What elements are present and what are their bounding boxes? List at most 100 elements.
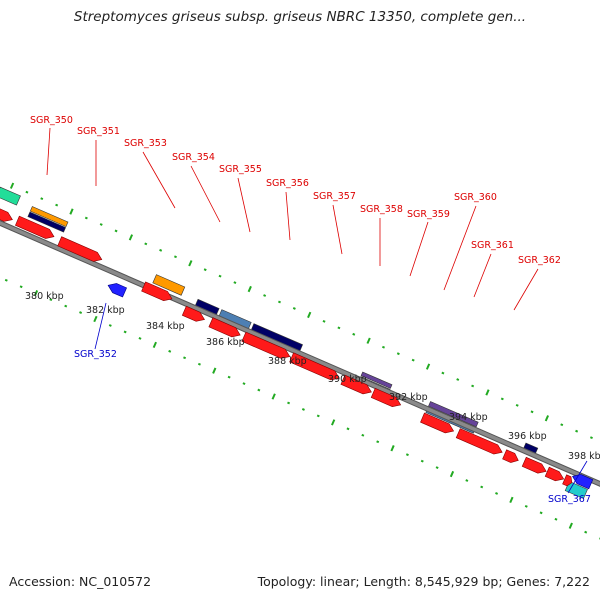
gene-label: SGR_367 bbox=[548, 494, 591, 505]
inner-tick-minor bbox=[19, 285, 23, 289]
feature-track bbox=[0, 186, 588, 499]
callout-leader bbox=[190, 165, 221, 223]
callout-leader bbox=[46, 127, 51, 176]
outer-tick-minor bbox=[55, 203, 59, 207]
inner-tick-major bbox=[212, 367, 217, 374]
callout-leader bbox=[567, 460, 588, 494]
outer-tick-minor bbox=[40, 197, 44, 201]
callout-leader bbox=[473, 253, 492, 298]
outer-tick-minor bbox=[263, 294, 267, 297]
forward-gene-arrow bbox=[57, 236, 103, 262]
scale-label: 398 kbp bbox=[568, 451, 600, 462]
outer-tick-minor bbox=[84, 216, 88, 220]
outer-tick-minor bbox=[277, 300, 281, 304]
gene-label: SGR_357 bbox=[313, 191, 356, 202]
inner-tick-minor bbox=[495, 492, 499, 495]
outer-tick-minor bbox=[456, 378, 460, 381]
map-title: Streptomyces griseus subsp. griseus NBRC… bbox=[73, 9, 527, 25]
scale-label: 396 kbp bbox=[508, 431, 547, 442]
inner-tick-minor bbox=[301, 408, 305, 411]
outer-tick-minor bbox=[203, 268, 207, 272]
callout-leader bbox=[409, 221, 429, 277]
forward-gene-arrow bbox=[0, 208, 13, 222]
outer-tick-major bbox=[247, 285, 252, 293]
inner-tick-minor bbox=[420, 459, 424, 463]
forward-gene-arrow bbox=[181, 305, 205, 322]
reverse-gene-arrow bbox=[107, 283, 127, 298]
inner-tick-major bbox=[152, 341, 157, 349]
backbone-line bbox=[0, 221, 600, 486]
inner-tick-minor bbox=[227, 375, 231, 379]
callout-leader bbox=[94, 302, 107, 350]
scale-label: 394 kbp bbox=[449, 412, 488, 423]
inner-tick-minor bbox=[168, 349, 172, 353]
outer-tick-minor bbox=[233, 281, 237, 285]
forward-gene-arrow bbox=[420, 412, 455, 434]
forward-gene-arrow bbox=[208, 317, 241, 338]
scale-label: 384 kbp bbox=[146, 321, 185, 332]
outer-tick-major bbox=[307, 311, 312, 319]
forward-gene-arrow bbox=[289, 352, 340, 381]
scale-label: 388 kbp bbox=[268, 356, 307, 367]
outer-tick-minor bbox=[292, 307, 296, 310]
forward-gene-track bbox=[0, 208, 573, 487]
inner-tick-minor bbox=[405, 453, 409, 457]
gene-callouts: SGR_350 SGR_351 SGR_353 SGR_354 SGR_355 SGR_3… bbox=[30, 115, 591, 505]
inner-tick-major bbox=[93, 315, 98, 323]
forward-gene-arrow bbox=[141, 281, 173, 302]
outer-tick-minor bbox=[173, 255, 177, 259]
topology-summary: Topology: linear; Length: 8,545,929 bp; … bbox=[257, 574, 590, 589]
gene-label: SGR_350 bbox=[30, 115, 73, 126]
outer-tick-minor bbox=[515, 403, 519, 407]
outer-tick-minor bbox=[337, 326, 341, 330]
inner-tick-minor bbox=[524, 504, 528, 508]
forward-gene-arrow bbox=[502, 449, 519, 463]
inner-tick-minor bbox=[480, 485, 484, 489]
inner-tick-minor bbox=[376, 440, 380, 444]
inner-tick-major bbox=[271, 393, 276, 400]
gene-label: SGR_359 bbox=[407, 209, 450, 220]
outer-tick-minor bbox=[530, 410, 534, 414]
outer-tick-minor bbox=[159, 248, 163, 252]
outer-tick-minor bbox=[381, 345, 385, 349]
inner-tick-minor bbox=[465, 479, 469, 482]
feature-box bbox=[360, 371, 393, 389]
gene-label: SGR_358 bbox=[360, 204, 403, 215]
gene-label: SGR_356 bbox=[266, 178, 309, 189]
inner-tick-minor bbox=[49, 298, 53, 302]
feature-box bbox=[0, 186, 21, 206]
inner-tick-major bbox=[509, 496, 514, 504]
callout-leader bbox=[285, 191, 291, 241]
inner-tick-minor bbox=[257, 388, 261, 392]
reverse-gene-arrow bbox=[572, 474, 594, 490]
callout-leader bbox=[443, 205, 477, 291]
inner-tick-track bbox=[4, 278, 600, 540]
inner-tick-major bbox=[331, 419, 336, 426]
inner-tick-major bbox=[33, 290, 39, 297]
outer-tick-minor bbox=[411, 358, 415, 362]
inner-tick-minor bbox=[316, 414, 320, 418]
scale-label: 382 kbp bbox=[86, 305, 125, 316]
outer-tick-minor bbox=[218, 274, 222, 278]
outer-tick-track bbox=[9, 182, 593, 440]
scale-label: 392 kbp bbox=[389, 392, 428, 403]
gene-label: SGR_353 bbox=[124, 138, 167, 149]
outer-tick-minor bbox=[500, 397, 504, 401]
feature-box bbox=[27, 211, 66, 233]
inner-tick-minor bbox=[138, 336, 142, 340]
inner-tick-minor bbox=[584, 530, 588, 534]
outer-tick-major bbox=[128, 234, 134, 241]
outer-tick-major bbox=[188, 260, 193, 267]
outer-tick-major bbox=[544, 415, 550, 422]
callout-leader bbox=[142, 151, 176, 209]
forward-gene-arrow bbox=[544, 466, 565, 482]
scale-label: 380 kbp bbox=[25, 291, 64, 302]
reverse-gene-track bbox=[107, 283, 594, 490]
callout-leader bbox=[237, 177, 251, 233]
inner-tick-minor bbox=[242, 382, 246, 386]
inner-tick-major bbox=[568, 522, 573, 529]
outer-tick-major bbox=[425, 363, 431, 370]
outer-tick-major bbox=[366, 337, 371, 344]
feature-box bbox=[152, 274, 186, 296]
